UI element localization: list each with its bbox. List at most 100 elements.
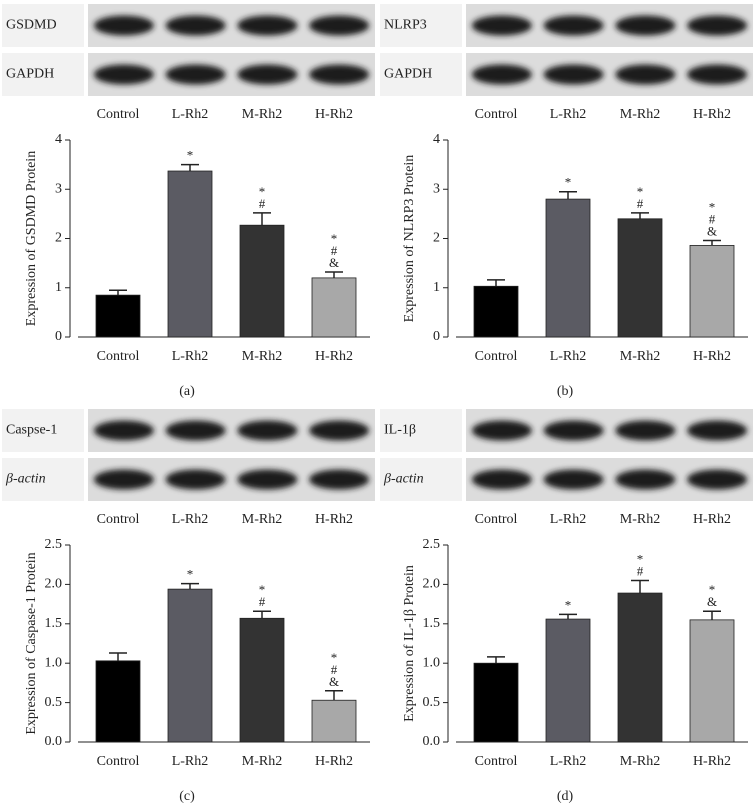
significance-mark: & xyxy=(329,255,339,270)
blot-lane-label: M-Rh2 xyxy=(242,512,282,527)
bar xyxy=(473,662,519,743)
blot-band xyxy=(471,420,532,441)
y-tick-label: 2.5 xyxy=(45,537,63,552)
x-tick-label: Control xyxy=(475,349,518,364)
bar xyxy=(95,294,141,338)
blot-band xyxy=(237,469,298,490)
significance-mark: # xyxy=(331,243,338,258)
blot-band xyxy=(237,420,298,441)
blot-label-box xyxy=(380,4,462,47)
blot-lane-label: M-Rh2 xyxy=(620,107,660,122)
panel-label: (b) xyxy=(557,384,574,399)
blot-label-box xyxy=(380,458,462,501)
bar xyxy=(617,218,663,338)
blot-label-box xyxy=(380,53,462,96)
y-tick-label: 1.5 xyxy=(423,616,441,631)
bar xyxy=(95,660,141,743)
y-tick-label: 2.0 xyxy=(45,577,63,592)
blot-lane-label: L-Rh2 xyxy=(172,512,209,527)
significance-mark: * xyxy=(259,582,266,597)
blot-band xyxy=(687,15,748,36)
significance-mark: * xyxy=(565,175,572,190)
blot-label: Caspse-1 xyxy=(6,423,57,438)
y-tick-label: 1.5 xyxy=(45,616,63,631)
blot-band xyxy=(93,420,154,441)
y-axis-label: Expression of GSDMD Protein xyxy=(24,151,39,326)
x-tick-label: Control xyxy=(475,754,518,769)
significance-mark: * xyxy=(637,551,644,566)
significance-mark: & xyxy=(329,674,339,689)
blot-band xyxy=(543,15,604,36)
y-tick-label: 2.0 xyxy=(423,577,441,592)
blot-band xyxy=(93,64,154,85)
blot-lane-label: L-Rh2 xyxy=(550,107,587,122)
y-tick-label: 3 xyxy=(433,181,440,196)
bar xyxy=(167,170,213,338)
y-tick-label: 1.0 xyxy=(423,655,441,670)
blot-lane-label: H-Rh2 xyxy=(693,107,731,122)
blot-band xyxy=(165,469,226,490)
x-tick-label: H-Rh2 xyxy=(315,349,353,364)
blot-lane-label: L-Rh2 xyxy=(550,512,587,527)
y-tick-label: 3 xyxy=(55,181,62,196)
blot-lane-label: Control xyxy=(475,107,518,122)
significance-mark: * xyxy=(259,184,266,199)
blot-band xyxy=(543,64,604,85)
blot-band xyxy=(615,64,676,85)
significance-mark: * xyxy=(187,148,194,163)
y-tick-label: 0.5 xyxy=(423,695,441,710)
y-tick-label: 0 xyxy=(55,329,62,344)
y-axis-label: Expression of IL-1β Protein xyxy=(402,565,417,722)
blot-band xyxy=(471,64,532,85)
x-tick-label: H-Rh2 xyxy=(693,754,731,769)
y-tick-label: 1 xyxy=(433,280,440,295)
significance-mark: # xyxy=(637,563,644,578)
y-tick-label: 0.5 xyxy=(45,695,63,710)
bar xyxy=(545,618,591,743)
panel-label: (a) xyxy=(179,384,195,399)
bar xyxy=(473,285,519,338)
y-tick-label: 1 xyxy=(55,280,62,295)
significance-mark: * xyxy=(331,231,338,246)
x-tick-label: M-Rh2 xyxy=(242,754,282,769)
blot-label: β-actin xyxy=(383,472,424,487)
significance-mark: # xyxy=(259,196,266,211)
blot-label: GSDMD xyxy=(6,18,57,33)
blot-lane-label: Control xyxy=(97,107,140,122)
blot-label: NLRP3 xyxy=(384,18,427,33)
blot-band xyxy=(165,420,226,441)
blot-band xyxy=(165,64,226,85)
bar xyxy=(689,244,735,338)
blot-band xyxy=(687,420,748,441)
significance-mark: * xyxy=(331,650,338,665)
y-tick-label: 0 xyxy=(433,329,440,344)
blot-band xyxy=(471,469,532,490)
blot-label: IL-1β xyxy=(384,423,416,438)
blot-lane-label: Control xyxy=(475,512,518,527)
y-tick-label: 0.0 xyxy=(45,734,63,749)
blot-band xyxy=(237,15,298,36)
y-tick-label: 0.0 xyxy=(423,734,441,749)
blot-label-box xyxy=(2,458,84,501)
y-tick-label: 2.5 xyxy=(423,537,441,552)
blot-label: GAPDH xyxy=(6,67,54,82)
y-tick-label: 4 xyxy=(433,132,440,147)
y-tick-label: 1.0 xyxy=(45,655,63,670)
blot-lane-label: H-Rh2 xyxy=(315,107,353,122)
x-tick-label: M-Rh2 xyxy=(620,349,660,364)
y-tick-label: 2 xyxy=(55,231,62,246)
x-tick-label: Control xyxy=(97,754,140,769)
blot-band xyxy=(237,64,298,85)
blot-band xyxy=(309,469,370,490)
panel-label: (d) xyxy=(557,789,574,804)
blot-lane-label: Control xyxy=(97,512,140,527)
panel-label: (c) xyxy=(179,789,195,804)
blot-lane-label: M-Rh2 xyxy=(620,512,660,527)
x-tick-label: L-Rh2 xyxy=(172,349,209,364)
x-tick-label: H-Rh2 xyxy=(693,349,731,364)
blot-band xyxy=(615,420,676,441)
y-tick-label: 2 xyxy=(433,231,440,246)
blot-band xyxy=(543,420,604,441)
blot-band xyxy=(165,15,226,36)
